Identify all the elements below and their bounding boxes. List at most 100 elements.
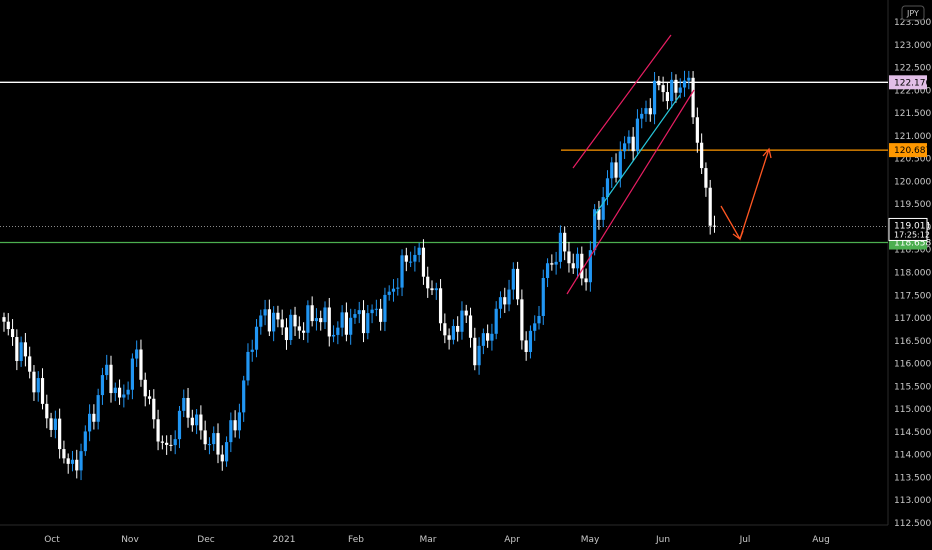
- candle: [195, 409, 199, 435]
- candle: [62, 440, 66, 464]
- horizontal-levels: [0, 81, 888, 244]
- y-tick-label: 122.500: [894, 64, 931, 74]
- y-tick-label: 113.500: [894, 473, 931, 483]
- candle: [83, 425, 87, 456]
- candle: [451, 319, 455, 345]
- x-tick-label: Jul: [739, 535, 751, 545]
- candle: [627, 130, 631, 152]
- candle: [554, 251, 558, 275]
- candle: [58, 408, 62, 459]
- candle: [327, 297, 331, 347]
- currency-badge[interactable]: JPY: [901, 5, 925, 21]
- candle: [15, 329, 19, 371]
- candle: [36, 371, 40, 402]
- candle: [704, 162, 708, 197]
- candle: [640, 107, 644, 129]
- resistance-price-tag: 122.176: [889, 75, 931, 90]
- candle: [623, 136, 627, 159]
- candle: [19, 336, 23, 367]
- candle: [421, 239, 426, 285]
- candle: [674, 74, 678, 103]
- candle: [357, 301, 361, 324]
- candle: [434, 282, 438, 300]
- candle: [70, 450, 75, 472]
- candle: [79, 443, 83, 481]
- candle: [460, 301, 464, 340]
- candle: [447, 328, 451, 350]
- candle: [404, 247, 408, 272]
- candle: [700, 133, 704, 175]
- candle: [503, 287, 507, 313]
- candle: [456, 316, 460, 342]
- candle: [708, 179, 712, 235]
- candle: [464, 304, 468, 323]
- candle: [366, 304, 370, 340]
- candle: [635, 109, 640, 156]
- candle: [507, 279, 511, 312]
- candle: [190, 409, 194, 432]
- candle: [6, 313, 10, 336]
- candle: [687, 70, 691, 90]
- y-tick-label: 114.000: [894, 451, 931, 461]
- candle: [280, 309, 284, 336]
- candle: [45, 394, 49, 429]
- price-axis[interactable]: 112.500 113.000 113.500 114.000 114.500 115.0…: [894, 18, 931, 529]
- candle: [212, 426, 216, 451]
- x-tick-label: Feb: [348, 535, 364, 545]
- candle: [430, 280, 434, 296]
- candle: [477, 337, 481, 375]
- inner-trendline: [593, 94, 681, 217]
- candle: [695, 107, 699, 153]
- candle: [413, 246, 417, 272]
- candle: [400, 249, 404, 297]
- y-tick-label: 123.500: [894, 18, 931, 28]
- channel-upper-line: [572, 34, 672, 169]
- candle: [237, 403, 241, 439]
- candle: [494, 301, 498, 340]
- candle: [66, 453, 70, 474]
- candle: [511, 262, 515, 300]
- candle: [597, 200, 601, 230]
- candle: [691, 71, 695, 124]
- candle: [486, 324, 490, 348]
- candle: [537, 305, 541, 330]
- candle: [712, 215, 717, 233]
- candle: [323, 301, 327, 330]
- candle: [379, 298, 383, 331]
- candle: [340, 305, 344, 337]
- candle: [631, 127, 635, 161]
- candle: [652, 72, 657, 125]
- candle: [203, 420, 207, 451]
- candle: [571, 253, 575, 274]
- candle: [28, 346, 32, 379]
- candle: [96, 388, 100, 430]
- y-tick-label: 123.000: [894, 41, 931, 51]
- candle: [396, 278, 400, 296]
- candle: [139, 339, 143, 387]
- candle: [481, 328, 485, 355]
- x-tick-label: Oct: [44, 535, 60, 545]
- candle: [160, 435, 164, 450]
- y-tick-label: 121.500: [894, 109, 931, 119]
- drawings: [566, 34, 772, 295]
- candle: [186, 387, 190, 428]
- candle: [550, 254, 554, 271]
- candle: [165, 435, 169, 455]
- candle: [567, 241, 571, 273]
- candle: [113, 382, 117, 402]
- y-tick-label: 120.000: [894, 177, 931, 187]
- candle: [314, 308, 319, 331]
- candle: [374, 299, 378, 317]
- candle: [349, 308, 353, 345]
- y-tick-label: 118.500: [894, 246, 931, 256]
- candle: [302, 322, 306, 341]
- candle: [122, 384, 126, 408]
- candle: [426, 266, 430, 298]
- candle: [199, 405, 203, 440]
- candle: [391, 279, 396, 302]
- time-axis[interactable]: Oct Nov Dec 2021 Feb Mar Apr May Jun Jul Aug: [44, 535, 830, 545]
- candle: [353, 308, 357, 324]
